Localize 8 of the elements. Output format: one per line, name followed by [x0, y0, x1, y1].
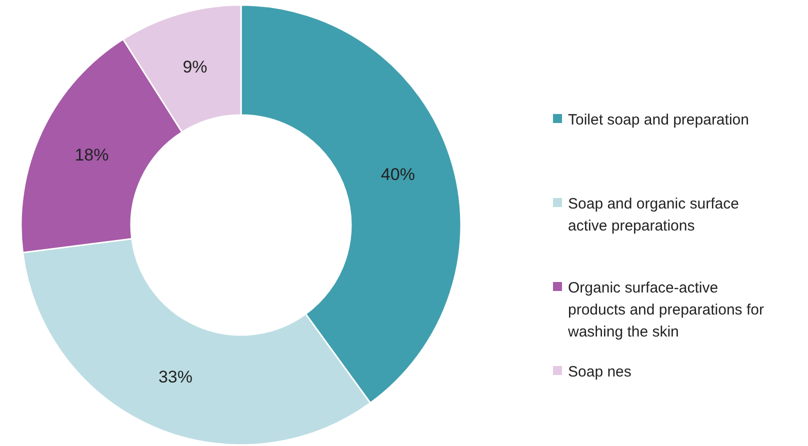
- legend-label: Soap and organic surface active preparations: [568, 195, 739, 234]
- data-label: 33%: [158, 367, 192, 386]
- legend-label: Toilet soap and preparation: [568, 111, 749, 128]
- legend-label: Soap nes: [568, 363, 632, 380]
- data-label: 40%: [380, 164, 415, 184]
- legend-label: Organic surface-active products and preparations for washing the skin: [567, 279, 764, 340]
- data-label: 9%: [182, 58, 208, 76]
- data-label: 18%: [74, 146, 109, 165]
